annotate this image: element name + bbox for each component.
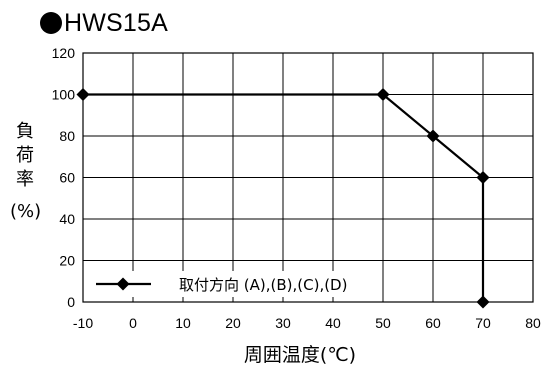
data-point [77,88,90,101]
x-tick-label: 60 [425,315,441,331]
data-point [477,296,490,309]
y-tick-label: 60 [59,170,75,186]
y-tick-label: 80 [59,128,75,144]
legend-label: 取付方向 (A),(B),(C),(D) [179,276,347,294]
x-tick-label: 70 [475,315,491,331]
x-tick-label: -10 [73,315,93,331]
y-tick-label: 20 [59,253,75,269]
x-tick-label: 50 [375,315,391,331]
x-tick-label: 0 [129,315,137,331]
x-tick-label: 30 [275,315,291,331]
x-tick-label: 10 [175,315,191,331]
x-tick-label: 80 [525,315,541,331]
y-tick-label: 0 [67,294,75,310]
y-tick-label: 40 [59,211,75,227]
y-tick-label: 120 [52,45,76,61]
x-tick-label: 20 [225,315,241,331]
y-tick-label: 100 [52,87,76,103]
x-tick-label: 40 [325,315,341,331]
